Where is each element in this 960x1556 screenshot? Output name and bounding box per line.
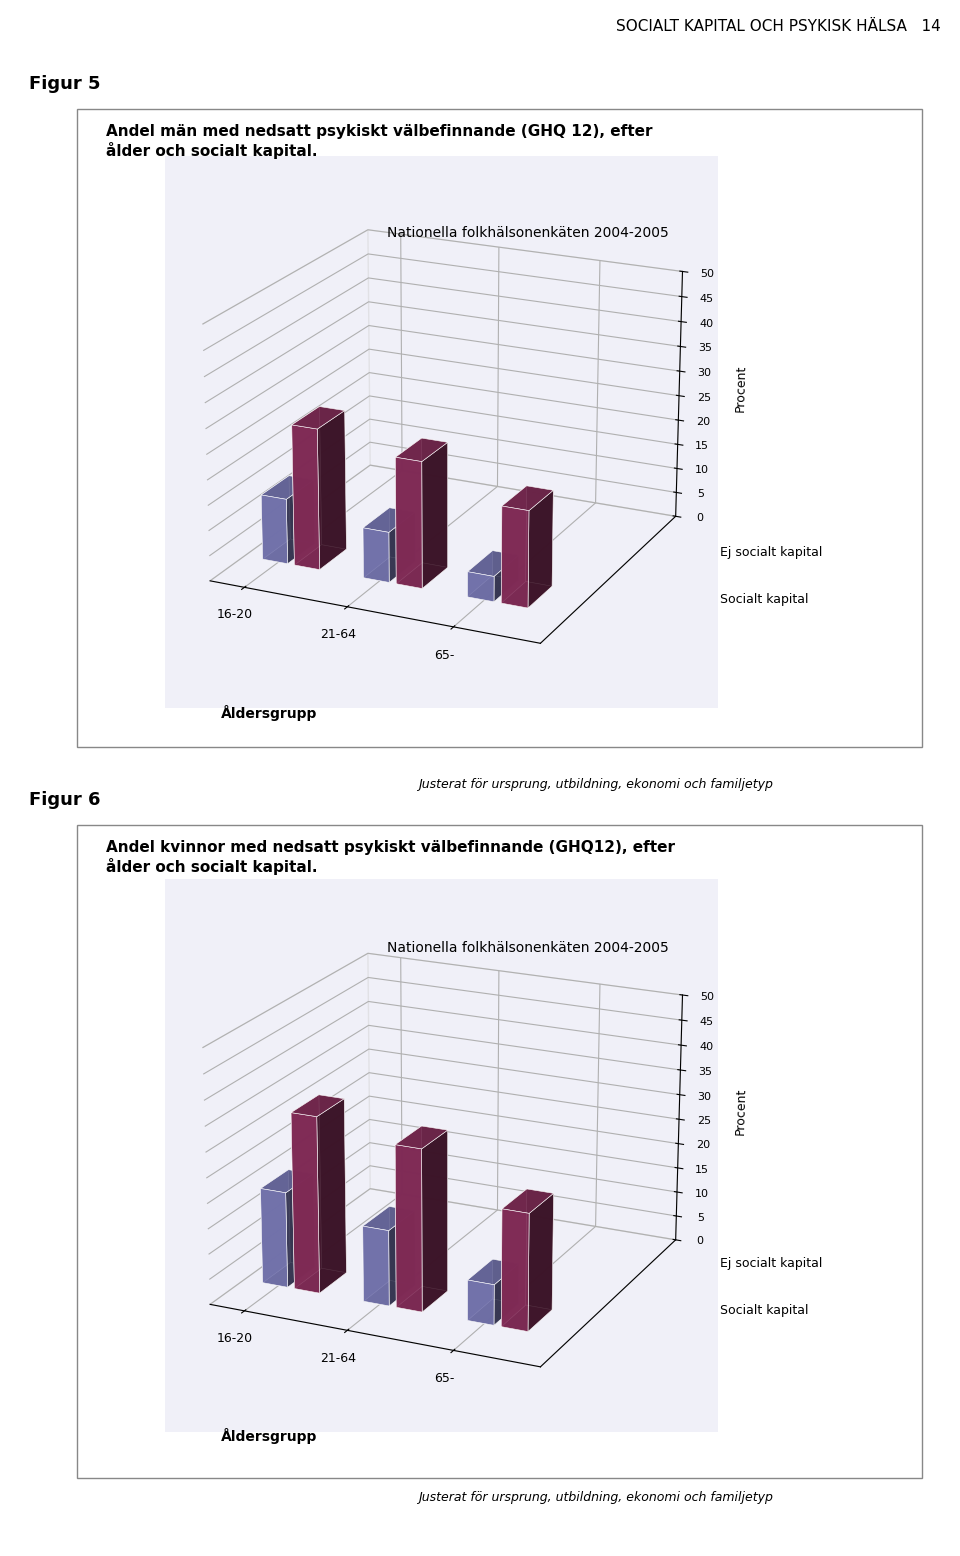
Text: Nationella folkhälsonenkäten 2004-2005: Nationella folkhälsonenkäten 2004-2005	[387, 226, 669, 240]
Text: Nationella folkhälsonenkäten 2004-2005: Nationella folkhälsonenkäten 2004-2005	[387, 941, 669, 955]
Text: Socialt kapital: Socialt kapital	[720, 593, 808, 605]
Text: SOCIALT KAPITAL OCH PSYKISK HÄLSA   14: SOCIALT KAPITAL OCH PSYKISK HÄLSA 14	[616, 19, 941, 34]
Text: Åldersgrupp: Åldersgrupp	[221, 1428, 317, 1444]
Text: Justerat för ursprung, utbildning, ekonomi och familjetyp: Justerat för ursprung, utbildning, ekono…	[418, 1491, 773, 1503]
Text: Socialt kapital: Socialt kapital	[720, 1304, 808, 1316]
Text: Andel kvinnor med nedsatt psykiskt välbefinnande (GHQ12), efter
ålder och social: Andel kvinnor med nedsatt psykiskt välbe…	[106, 840, 675, 874]
Text: Ej socialt kapital: Ej socialt kapital	[720, 546, 823, 559]
Text: Figur 6: Figur 6	[29, 790, 100, 809]
Text: Justerat för ursprung, utbildning, ekonomi och familjetyp: Justerat för ursprung, utbildning, ekono…	[418, 778, 773, 790]
Text: Ej socialt kapital: Ej socialt kapital	[720, 1257, 823, 1270]
Text: Åldersgrupp: Åldersgrupp	[221, 705, 317, 720]
Text: Figur 5: Figur 5	[29, 75, 100, 93]
Text: Andel män med nedsatt psykiskt välbefinnande (GHQ 12), efter
ålder och socialt k: Andel män med nedsatt psykiskt välbefinn…	[106, 124, 652, 159]
